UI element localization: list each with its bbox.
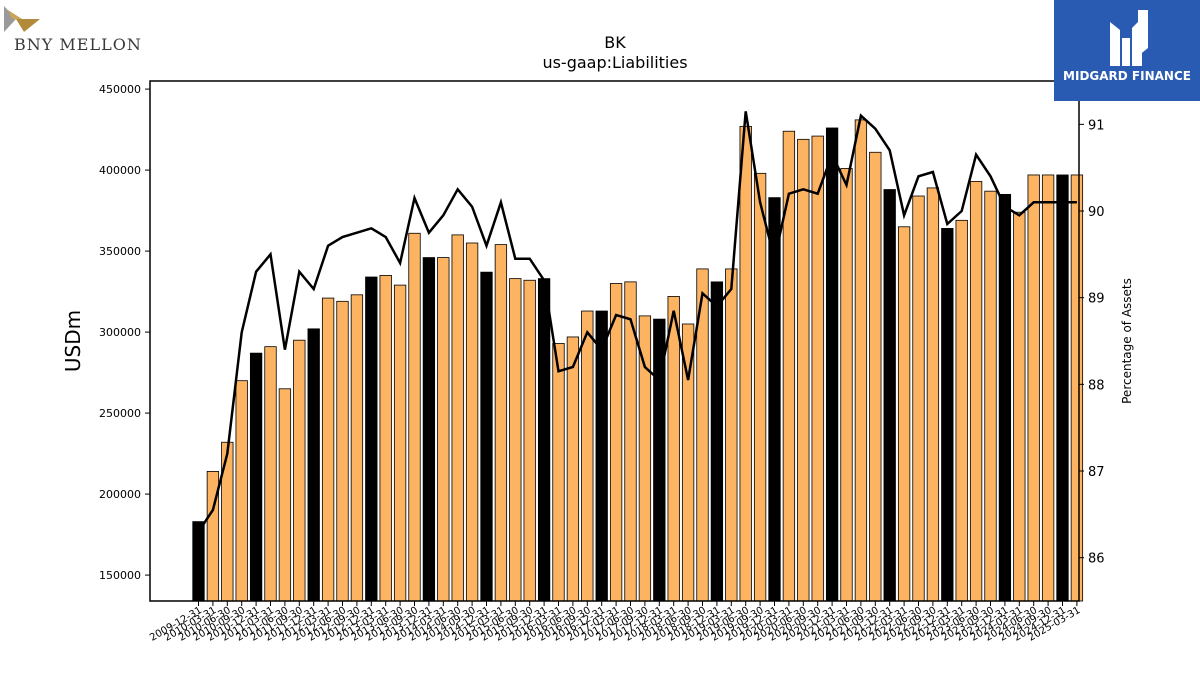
bar-group (192, 119, 1084, 602)
bny-mellon-mark-icon (4, 6, 40, 32)
bny-mellon-logo: BNY MELLON (0, 0, 180, 70)
y2-tick-label: 89 (1088, 292, 1105, 307)
bar-2013-03-31 (379, 274, 392, 602)
bar-2023-09-30 (984, 190, 997, 602)
bar-2023-06-30 (969, 181, 983, 602)
right-axis: 86 87 88 89 90 91 (1079, 118, 1105, 567)
bar-2014-06-30 (451, 234, 464, 602)
bar-2024-06-30 (1027, 174, 1040, 602)
y-tick-label: 250000 (99, 407, 141, 420)
bar-2012-12-31 (365, 276, 378, 602)
bar-2019-09-30 (753, 172, 767, 602)
bar-2016-12-31 (595, 310, 608, 602)
bar-2015-12-31 (537, 278, 551, 602)
bar-2016-09-30 (581, 310, 594, 602)
y2-tick-label: 91 (1088, 118, 1105, 133)
bar-2023-12-31 (998, 193, 1012, 602)
bar-2022-06-30 (912, 195, 925, 602)
chart-title: BK (604, 33, 626, 52)
bar-2016-03-31 (552, 343, 565, 602)
bar-2014-03-31 (437, 257, 450, 602)
bar-2024-12-31 (1056, 174, 1069, 602)
bar-2017-09-30 (638, 315, 652, 602)
y-tick-label: 200000 (99, 488, 141, 501)
bar-2022-03-31 (897, 226, 911, 602)
bar-2018-03-31 (667, 296, 680, 602)
bny-mellon-wordmark: BNY MELLON (14, 35, 142, 54)
bar-2019-06-30 (739, 125, 752, 602)
y-axis-label: USDm (61, 310, 85, 372)
bar-2014-09-30 (465, 242, 479, 602)
bar-2014-12-31 (480, 271, 493, 602)
chart-subtitle: us-gaap:Liabilities (542, 53, 687, 72)
bar-2011-09-30 (293, 339, 306, 602)
bar-2024-03-31 (1013, 211, 1026, 602)
bar-2011-12-31 (307, 328, 320, 602)
bar-2015-03-31 (494, 244, 508, 602)
y-tick-label: 400000 (99, 164, 141, 177)
y2-tick-label: 86 (1088, 552, 1105, 567)
y-tick-label: 300000 (99, 326, 141, 339)
bar-2022-12-31 (941, 228, 954, 602)
y2-tick-label: 88 (1088, 378, 1105, 393)
bar-2010-09-30 (235, 380, 248, 602)
bar-2013-12-31 (422, 257, 436, 602)
bar-2011-03-31 (264, 346, 277, 602)
bar-2021-03-31 (840, 168, 853, 602)
bar-2022-09-30 (926, 187, 940, 602)
midgard-finance-icon (1110, 10, 1148, 66)
bar-2009-12-31 (192, 521, 205, 602)
bar-2020-03-31 (782, 130, 796, 602)
midgard-finance-wordmark: MIDGARD FINANCE (1063, 69, 1191, 83)
bar-2021-12-31 (883, 189, 896, 602)
midgard-finance-logo: MIDGARD FINANCE (1054, 0, 1200, 101)
bar-2020-06-30 (797, 138, 810, 602)
bar-2013-06-30 (393, 284, 407, 602)
bar-2015-06-30 (509, 278, 522, 602)
y-tick-label: 450000 (99, 83, 141, 96)
bar-2024-09-30 (1041, 174, 1055, 602)
bar-2010-12-31 (249, 352, 263, 602)
bar-2023-03-31 (955, 219, 968, 602)
x-axis: 2009-12-312010-03-312010-06-302010-09-30… (148, 601, 1082, 644)
bar-2020-12-31 (825, 127, 839, 602)
y2-tick-label: 87 (1088, 465, 1105, 480)
bar-2020-09-30 (811, 135, 824, 602)
plot-frame (149, 80, 1080, 602)
y2-tick-label: 90 (1088, 205, 1105, 220)
bar-2025-03-31 (1070, 174, 1084, 602)
y-tick-label: 150000 (99, 569, 141, 582)
bar-2015-09-30 (523, 279, 536, 602)
y-tick-label: 350000 (99, 245, 141, 258)
bar-2021-09-30 (869, 151, 882, 602)
bar-2019-03-31 (725, 268, 738, 602)
bar-2012-03-31 (321, 297, 335, 602)
bar-2012-06-30 (336, 300, 349, 602)
bar-2012-09-30 (350, 294, 364, 602)
bar-2011-06-30 (278, 388, 292, 602)
bar-2013-09-30 (408, 232, 421, 602)
bar-2018-12-31 (710, 281, 724, 602)
bar-2021-06-30 (854, 119, 868, 602)
left-axis: 150000 200000 250000 300000 350000 400000 4500… (99, 83, 150, 582)
bar-2016-06-30 (566, 336, 580, 602)
y2-axis-label: Percentage of Assets (1120, 278, 1134, 404)
bar-2017-03-31 (609, 283, 623, 602)
percentage-line (197, 111, 1077, 533)
